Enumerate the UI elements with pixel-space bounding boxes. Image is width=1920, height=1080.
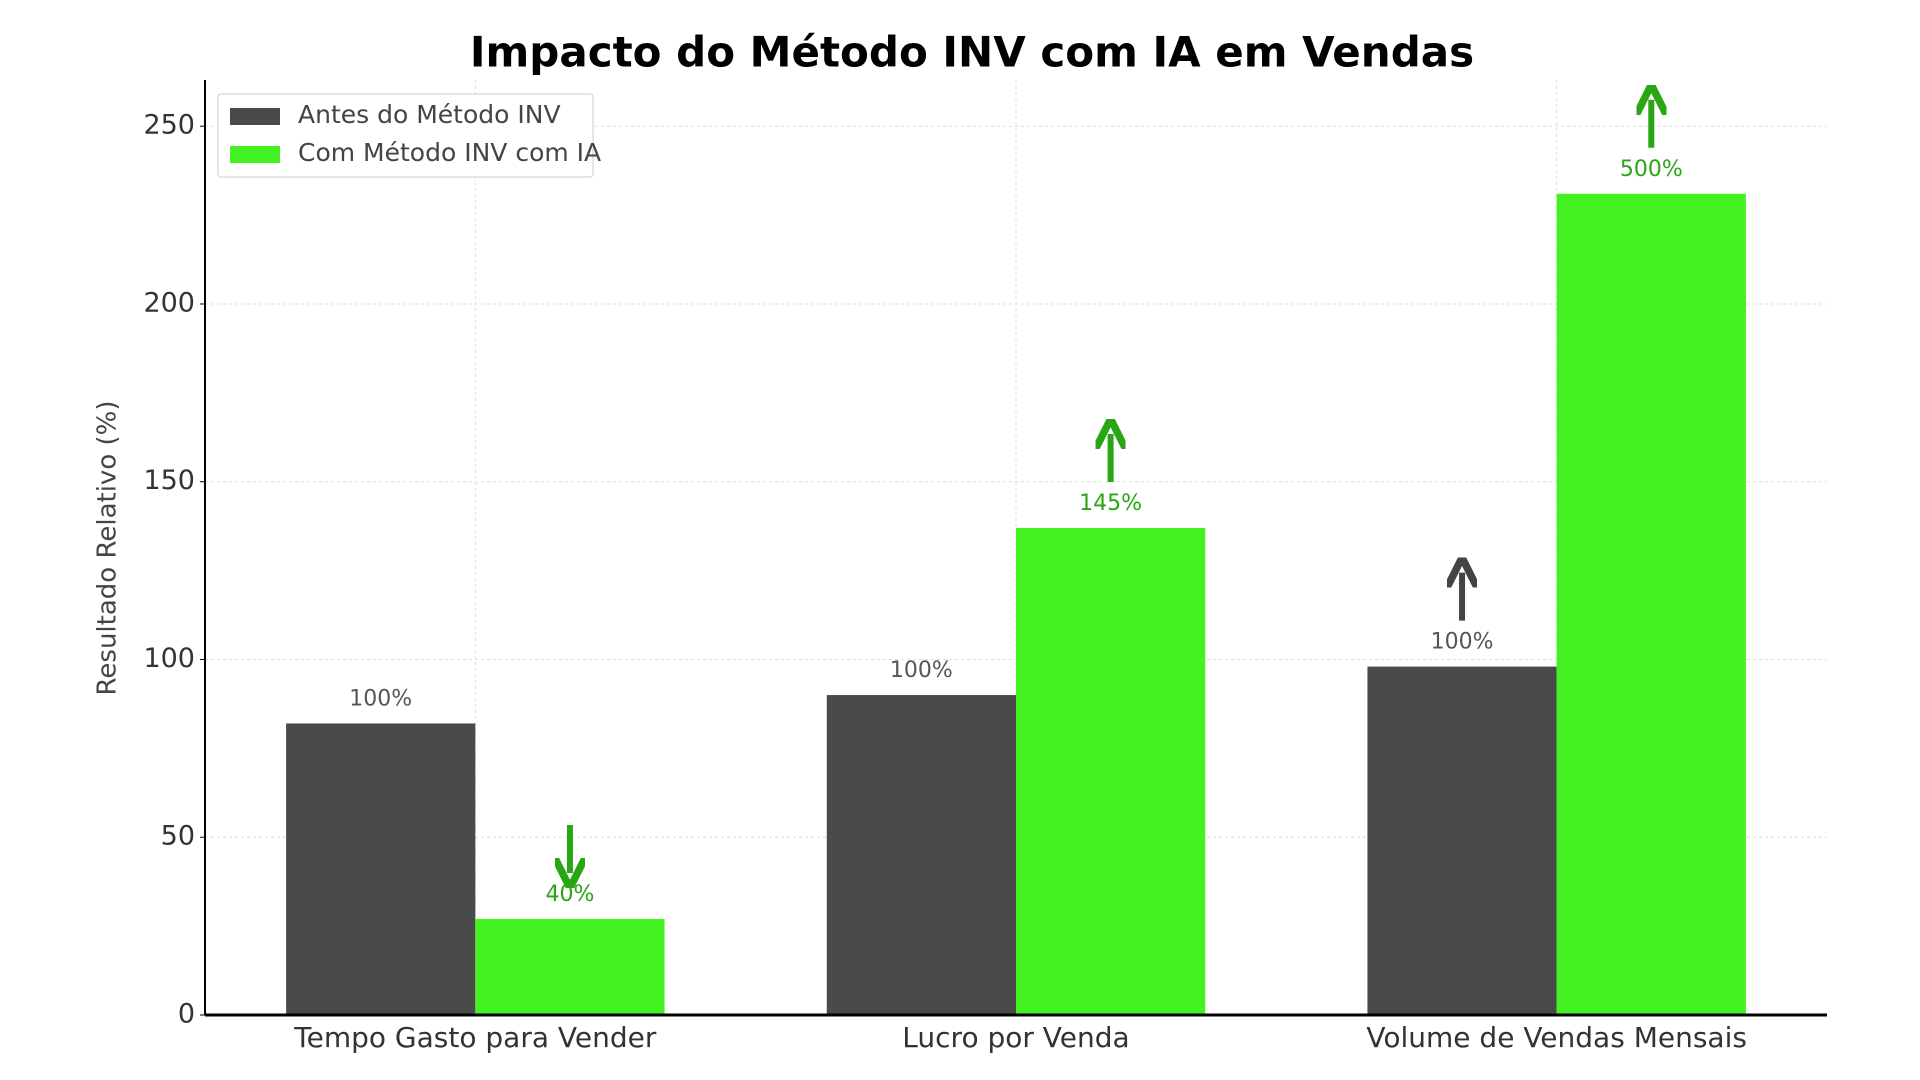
bar [1556,193,1746,1015]
legend-label: Com Método INV com IA [298,138,601,167]
x-tick-label: Volume de Vendas Mensais [1366,1021,1747,1054]
annotation-label: 500% [1620,157,1683,182]
x-tick-label: Tempo Gasto para Vender [293,1021,657,1054]
y-tick-label: 200 [143,287,195,318]
annotation-label: 40% [545,882,594,907]
bar [475,919,665,1015]
y-axis-label: Resultado Relativo (%) [93,401,123,696]
y-tick-label: 100 [143,643,195,674]
x-tick-label: Lucro por Venda [902,1021,1129,1054]
annotation-label: 100% [349,686,412,711]
bar [1016,527,1206,1015]
legend-box [217,93,594,178]
legend-label: Antes do Método INV [298,100,561,129]
annotation-label: 145% [1079,491,1142,516]
bar [1367,666,1557,1015]
y-tick-label: 150 [143,465,195,496]
y-tick-label: 0 [178,999,195,1030]
bar [286,723,476,1015]
legend-swatch [230,146,280,163]
y-tick-label: 250 [143,110,195,141]
bar [826,695,1016,1015]
legend-swatch [230,108,280,125]
annotation-label: 100% [1431,630,1494,655]
chart-title: Impacto do Método INV com IA em Vendas [470,28,1474,77]
y-tick-label: 50 [161,821,195,852]
annotation-label: 100% [890,658,953,683]
